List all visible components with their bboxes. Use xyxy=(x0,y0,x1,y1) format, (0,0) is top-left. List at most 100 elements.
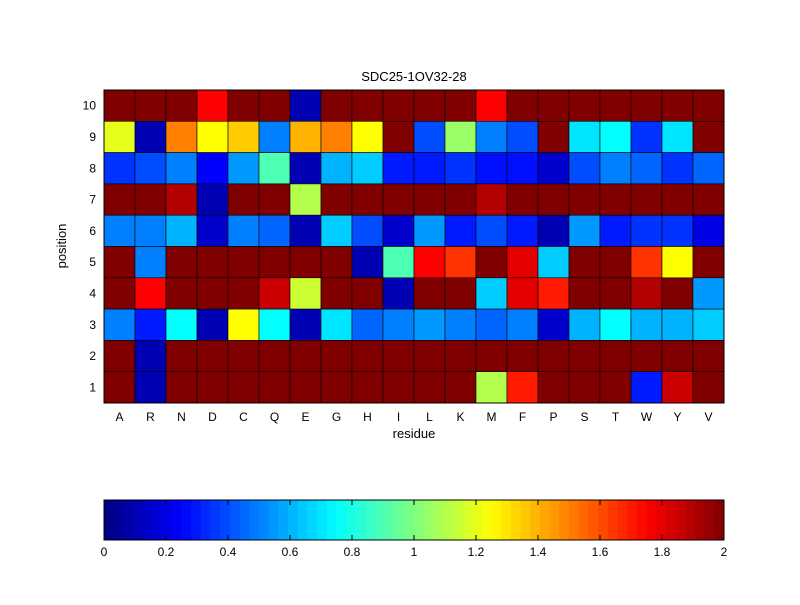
heatmap-cell-E-2 xyxy=(289,340,322,372)
heatmap-cell-Y-1 xyxy=(661,371,694,404)
x-tick-label: H xyxy=(363,410,372,424)
heatmap-cell-G-4 xyxy=(320,277,353,310)
y-axis-label: position xyxy=(54,224,69,269)
heatmap-cell-Y-8 xyxy=(661,152,694,185)
x-tick-label: V xyxy=(704,410,712,424)
y-tick-label: 4 xyxy=(89,286,96,300)
heatmap-cell-C-8 xyxy=(227,152,260,185)
colorbar-segment xyxy=(510,500,522,540)
heatmap-cell-P-5 xyxy=(537,246,570,279)
colorbar-tick-labels: 0 0.2 0.4 0.6 0.8 1 1.2 1.4 1.6 1.8 2 xyxy=(101,500,728,559)
y-tick-label: 1 xyxy=(89,380,96,394)
colorbar-segment xyxy=(578,500,589,540)
colorbar-segment xyxy=(104,500,115,540)
heatmap-cell-C-6 xyxy=(227,214,260,247)
heatmap-cell-R-7 xyxy=(134,183,167,216)
heatmap-cell-D-2 xyxy=(196,340,229,372)
colorbar-segment xyxy=(375,500,386,540)
heatmap-cell-D-6 xyxy=(196,214,229,247)
heatmap-cell-G-6 xyxy=(320,214,353,247)
heatmap-cell-K-4 xyxy=(444,277,477,310)
y-tick-label: 10 xyxy=(83,99,97,113)
heatmap-cell-W-5 xyxy=(630,246,663,279)
heatmap-cell-P-2 xyxy=(537,340,570,372)
heatmap-cell-D-3 xyxy=(196,308,229,341)
heatmap-cell-V-10 xyxy=(692,89,725,122)
colorbar-segment xyxy=(249,500,260,540)
heatmap-cell-R-3 xyxy=(134,308,167,341)
heatmap-cell-G-5 xyxy=(320,246,353,279)
heatmap-cell-L-4 xyxy=(413,277,446,310)
heatmap-cell-K-1 xyxy=(444,371,477,404)
colorbar-segment xyxy=(336,500,347,540)
heatmap-cell-L-2 xyxy=(413,340,446,372)
heatmap-cell-M-10 xyxy=(475,89,508,122)
heatmap-cell-W-2 xyxy=(630,340,663,372)
colorbar-segment xyxy=(714,500,725,540)
heatmap-cell-W-3 xyxy=(630,308,663,341)
colorbar-segment xyxy=(239,500,250,540)
heatmap-cell-V-1 xyxy=(692,371,725,404)
heatmap-cell-V-6 xyxy=(692,214,725,247)
colorbar-segment xyxy=(520,500,531,540)
colorbar-segment xyxy=(598,500,609,540)
heatmap-cell-T-9 xyxy=(599,121,632,153)
heatmap-cell-K-3 xyxy=(444,308,477,341)
colorbar-segment xyxy=(229,500,241,540)
colorbar-tick-label: 2 xyxy=(721,545,728,559)
colorbar-segment xyxy=(326,500,337,540)
colorbar-segment xyxy=(607,500,618,540)
heatmap-cell-A-7 xyxy=(103,183,136,216)
heatmap-cell-A-9 xyxy=(103,121,136,153)
heatmap-cell-W-4 xyxy=(630,277,663,310)
colorbar-segment xyxy=(656,500,667,540)
heatmap-cell-L-10 xyxy=(413,89,446,122)
heatmap-cell-D-9 xyxy=(196,121,229,153)
colorbar-segment xyxy=(133,500,144,540)
heatmap-cells xyxy=(103,89,725,404)
colorbar-segment xyxy=(636,500,647,540)
heatmap-cell-G-9 xyxy=(320,121,353,153)
heatmap-cell-E-5 xyxy=(289,246,322,279)
x-tick-label: I xyxy=(397,410,400,424)
heatmap-cell-R-2 xyxy=(134,340,167,372)
y-tick-label: 9 xyxy=(89,130,96,144)
heatmap-cell-M-9 xyxy=(475,121,508,153)
heatmap-cell-M-1 xyxy=(475,371,508,404)
colorbar-segment xyxy=(384,500,396,540)
heatmap-cell-I-4 xyxy=(382,277,415,310)
heatmap-cell-V-4 xyxy=(692,277,725,310)
heatmap-cell-E-4 xyxy=(289,277,322,310)
colorbar-segment xyxy=(259,500,270,540)
heatmap-cell-K-10 xyxy=(444,89,477,122)
heatmap-cell-I-6 xyxy=(382,214,415,247)
heatmap-cell-A-6 xyxy=(103,214,136,247)
heatmap-cell-P-3 xyxy=(537,308,570,341)
heatmap-cell-H-10 xyxy=(351,89,384,122)
heatmap-cell-H-7 xyxy=(351,183,384,216)
heatmap-cell-F-4 xyxy=(506,277,539,310)
heatmap-cell-Q-7 xyxy=(258,183,291,216)
heatmap-cell-Q-4 xyxy=(258,277,291,310)
heatmap-cell-D-7 xyxy=(196,183,229,216)
heatmap-cell-T-7 xyxy=(599,183,632,216)
heatmap-cell-H-6 xyxy=(351,214,384,247)
heatmap-cell-T-6 xyxy=(599,214,632,247)
colorbar-segment xyxy=(491,500,502,540)
heatmap-cell-V-8 xyxy=(692,152,725,185)
heatmap-cell-G-7 xyxy=(320,183,353,216)
heatmap-cell-K-5 xyxy=(444,246,477,279)
colorbar-segment xyxy=(181,500,192,540)
heatmap-cell-M-3 xyxy=(475,308,508,341)
colorbar-segment xyxy=(423,500,434,540)
y-tick-label: 3 xyxy=(89,318,96,332)
heatmap-cell-E-1 xyxy=(289,371,322,404)
heatmap-cell-H-9 xyxy=(351,121,384,153)
heatmap-cell-E-6 xyxy=(289,214,322,247)
heatmap-cell-M-2 xyxy=(475,340,508,372)
colorbar-segment xyxy=(559,500,570,540)
colorbar-segment xyxy=(404,500,415,540)
colorbar-segment xyxy=(704,500,715,540)
x-tick-label: T xyxy=(612,410,620,424)
